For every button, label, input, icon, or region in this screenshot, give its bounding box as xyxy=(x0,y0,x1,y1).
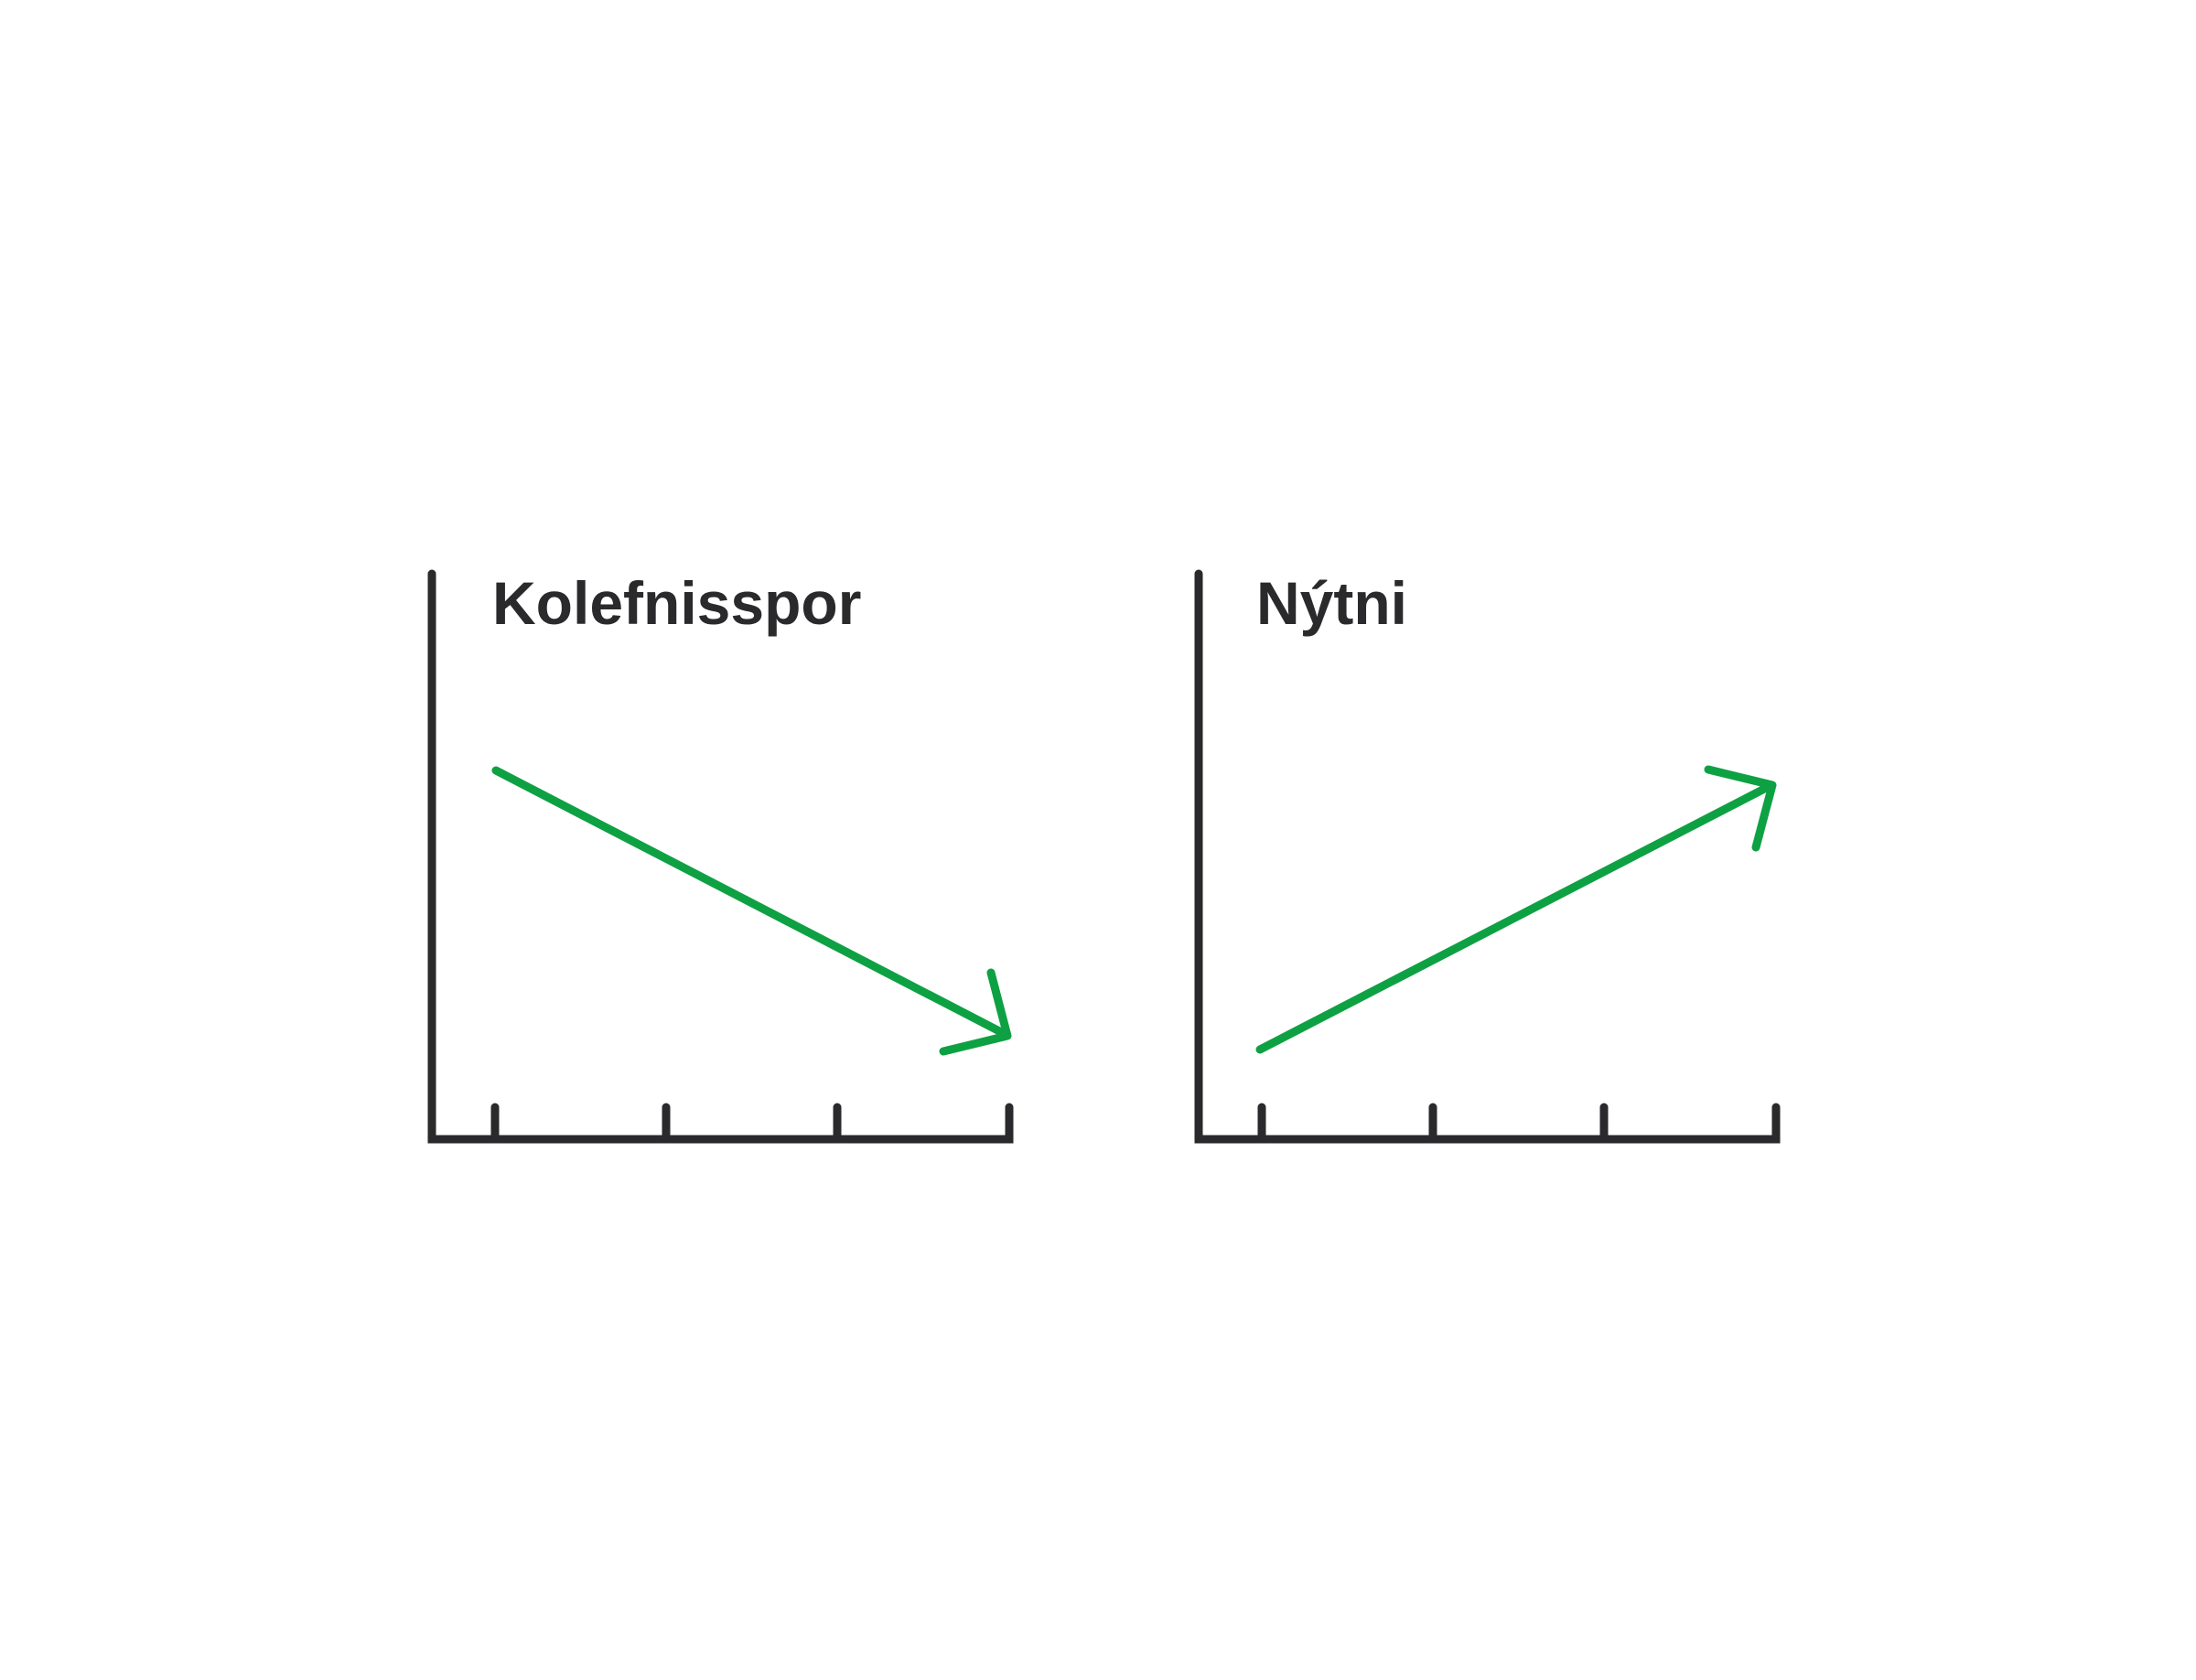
trend-line xyxy=(1255,781,1776,1054)
axes xyxy=(1194,569,1781,1144)
axes xyxy=(427,569,1014,1144)
panel-efficiency: Nýtni xyxy=(1194,569,1781,1144)
arrow-down-right-icon xyxy=(491,766,1012,1056)
arrow-head xyxy=(1704,765,1777,852)
panel-title: Kolefnisspor xyxy=(492,569,861,637)
panel-title: Nýtni xyxy=(1256,569,1407,637)
arrow-up-right-icon xyxy=(1255,765,1777,1054)
trend-line xyxy=(491,766,1011,1039)
arrow-head xyxy=(939,968,1012,1056)
panel-carbon-footprint: Kolefnisspor xyxy=(427,569,1014,1144)
